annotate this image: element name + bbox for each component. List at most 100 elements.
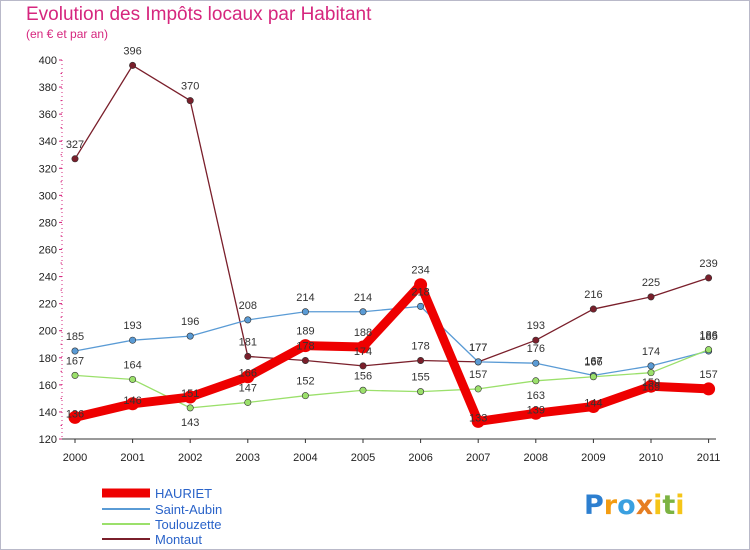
data-point-hauriet <box>702 382 716 396</box>
data-label-hauriet: 133 <box>469 412 487 424</box>
data-label-hauriet: 144 <box>584 398 602 410</box>
y-tick-label: 320 <box>39 163 57 175</box>
legend-label-saint-aubin: Saint-Aubin <box>155 502 222 517</box>
x-tick-label: 2008 <box>524 452 548 464</box>
data-label-montaut: 327 <box>66 139 84 151</box>
data-label-montaut: 178 <box>296 340 314 352</box>
series-line-montaut <box>74 64 710 367</box>
data-label-montaut: 174 <box>354 346 372 358</box>
x-tick-label: 2009 <box>581 452 605 464</box>
data-point-montaut <box>705 274 713 282</box>
y-tick-label: 240 <box>39 272 57 284</box>
data-label-saint-aubin: 176 <box>527 343 545 355</box>
series-layer <box>68 61 716 428</box>
data-label-montaut: 216 <box>584 289 602 301</box>
data-label-montaut: 178 <box>411 340 429 352</box>
chart-subtitle: (en € et par an) <box>26 27 109 41</box>
data-point-hauriet <box>298 339 312 353</box>
data-point-hauriet <box>126 397 140 411</box>
data-label-saint-aubin: 196 <box>181 316 199 328</box>
data-label-montaut: 193 <box>527 320 545 332</box>
y-tick-label: 300 <box>39 190 57 202</box>
data-label-hauriet: 139 <box>527 404 545 416</box>
data-label-saint-aubin: 174 <box>642 346 660 358</box>
data-label-hauriet: 159 <box>642 377 660 389</box>
data-point-toulouzette <box>532 377 540 385</box>
data-label-saint-aubin: 167 <box>584 355 602 367</box>
data-point-hauriet <box>586 400 600 414</box>
logo-letter: r <box>603 490 618 521</box>
y-tick-label: 200 <box>39 326 57 338</box>
y-tick-label: 280 <box>39 217 57 229</box>
data-label-hauriet: 146 <box>123 395 141 407</box>
data-label-toulouzette: 166 <box>584 357 602 369</box>
data-point-hauriet <box>183 390 197 404</box>
data-label-saint-aubin: 214 <box>354 292 372 304</box>
axes: 120 140 160 180 200 220 240 260 280 300 320 340 360 3… <box>39 55 721 464</box>
x-tick-label: 2007 <box>466 452 490 464</box>
legend-label-hauriet: HAURIET <box>155 486 212 501</box>
data-point-saint-aubin <box>71 347 79 355</box>
data-label-montaut: 225 <box>642 277 660 289</box>
chart-title: Evolution des Impôts locaux par Habitant <box>26 4 372 25</box>
data-point-hauriet <box>529 406 543 420</box>
data-label-toulouzette: 152 <box>296 376 314 388</box>
logo-letter: i <box>675 490 685 521</box>
data-label-saint-aubin: 193 <box>123 320 141 332</box>
data-label-toulouzette: 186 <box>699 330 717 342</box>
y-tick-label: 140 <box>39 407 57 419</box>
y-tick-label: 260 <box>39 245 57 257</box>
data-point-toulouzette <box>474 385 482 393</box>
data-label-montaut: 177 <box>469 342 487 354</box>
data-label-hauriet: 189 <box>296 326 314 338</box>
data-label-montaut: 396 <box>123 45 141 57</box>
x-tick-label: 2000 <box>63 452 87 464</box>
data-label-saint-aubin: 185 <box>66 331 84 343</box>
y-tick-label: 160 <box>39 380 57 392</box>
data-label-toulouzette: 156 <box>354 370 372 382</box>
data-label-toulouzette: 157 <box>469 369 487 381</box>
data-point-toulouzette <box>359 386 367 394</box>
x-tick-label: 2011 <box>697 452 721 464</box>
logo-letter: P <box>584 490 604 521</box>
data-label-toulouzette: 147 <box>239 382 257 394</box>
data-label-toulouzette: 143 <box>181 417 199 429</box>
data-point-montaut <box>589 305 597 313</box>
data-point-montaut <box>417 356 425 364</box>
x-tick-label: 2005 <box>351 452 375 464</box>
data-label-hauriet: 136 <box>66 408 84 420</box>
data-point-saint-aubin <box>474 358 482 366</box>
data-point-saint-aubin <box>647 362 655 370</box>
data-label-saint-aubin: 208 <box>239 300 257 312</box>
x-tick-label: 2006 <box>408 452 432 464</box>
data-point-saint-aubin <box>359 308 367 316</box>
logo-letter: x <box>635 490 654 521</box>
data-label-montaut: 370 <box>181 81 199 93</box>
legend-label-montaut: Montaut <box>155 532 202 547</box>
data-point-hauriet <box>644 379 658 393</box>
data-label-saint-aubin: 218 <box>411 286 429 298</box>
data-point-saint-aubin <box>301 308 309 316</box>
logo-letter: i <box>653 490 663 521</box>
series-line-saint-aubin <box>74 305 710 377</box>
series-line-hauriet <box>70 280 714 426</box>
data-point-montaut <box>129 61 137 69</box>
data-point-toulouzette <box>647 369 655 377</box>
data-point-hauriet <box>68 410 82 424</box>
data-point-saint-aubin <box>532 359 540 367</box>
data-label-montaut: 239 <box>699 258 717 270</box>
y-tick-label: 380 <box>39 82 57 94</box>
x-tick-label: 2010 <box>639 452 663 464</box>
data-point-toulouzette <box>71 371 79 379</box>
data-point-toulouzette <box>589 373 597 381</box>
y-tick-label: 360 <box>39 109 57 121</box>
data-point-saint-aubin <box>129 336 137 344</box>
data-label-toulouzette: 167 <box>66 355 84 367</box>
data-label-saint-aubin: 185 <box>699 331 717 343</box>
data-point-toulouzette <box>417 388 425 396</box>
data-point-toulouzette <box>244 398 252 406</box>
data-label-hauriet: 157 <box>699 369 717 381</box>
data-point-hauriet <box>356 340 370 354</box>
